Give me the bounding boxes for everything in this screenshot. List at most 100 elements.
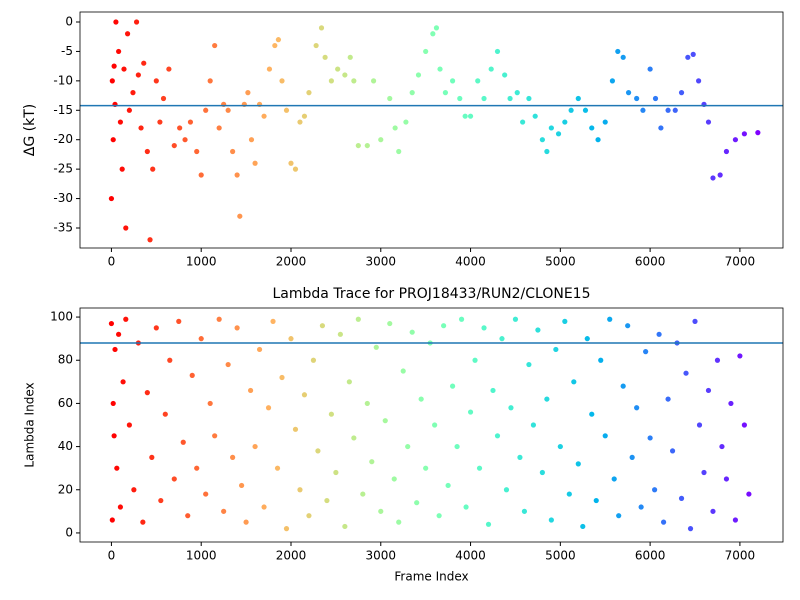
- point: [458, 316, 465, 322]
- point: [171, 476, 177, 482]
- point: [665, 107, 671, 113]
- point: [288, 336, 294, 342]
- point: [400, 368, 406, 374]
- point: [705, 119, 712, 125]
- x-tick-label: 2000: [276, 549, 307, 563]
- point: [490, 387, 496, 394]
- y-tick-label: 60: [58, 396, 73, 410]
- point: [121, 66, 127, 72]
- point: [672, 107, 678, 113]
- point: [112, 346, 118, 353]
- point: [194, 465, 200, 471]
- point: [185, 513, 191, 519]
- point: [387, 320, 393, 327]
- point: [580, 523, 586, 530]
- point: [108, 195, 115, 202]
- point: [405, 443, 411, 450]
- point: [252, 443, 258, 450]
- point: [723, 476, 730, 482]
- y-tick-label: 100: [50, 310, 73, 324]
- point: [392, 125, 398, 131]
- point: [216, 125, 222, 131]
- point: [225, 107, 231, 113]
- point: [306, 90, 312, 96]
- point: [272, 42, 278, 49]
- point: [126, 107, 132, 113]
- point: [373, 344, 379, 350]
- point: [124, 31, 131, 37]
- point: [108, 320, 115, 327]
- point: [221, 508, 227, 514]
- point: [346, 379, 352, 385]
- point: [575, 461, 581, 467]
- y-axis-label: ΔG (kT): [22, 104, 38, 156]
- point: [521, 508, 528, 514]
- point: [433, 25, 440, 31]
- point: [335, 66, 341, 72]
- point: [111, 63, 117, 69]
- point: [333, 469, 339, 476]
- point: [532, 113, 538, 119]
- point: [114, 465, 120, 471]
- point: [687, 526, 694, 532]
- point: [310, 357, 317, 363]
- point: [119, 166, 125, 172]
- point: [449, 383, 456, 389]
- axes-frame: [79, 11, 784, 249]
- x-tick-label: 3000: [365, 549, 396, 563]
- point: [237, 213, 243, 219]
- point: [539, 137, 545, 143]
- point: [117, 119, 124, 125]
- point: [732, 517, 739, 523]
- point: [266, 66, 273, 72]
- point: [360, 491, 366, 497]
- x-tick-label: 2000: [276, 255, 307, 269]
- point: [328, 78, 334, 84]
- point: [396, 519, 402, 525]
- point: [602, 119, 608, 125]
- point: [292, 166, 299, 172]
- point: [153, 325, 159, 331]
- point: [212, 433, 218, 439]
- point: [503, 487, 510, 493]
- point: [476, 465, 483, 471]
- point: [620, 54, 626, 60]
- y-tick-label: 40: [58, 439, 73, 453]
- point: [467, 409, 474, 415]
- point: [409, 90, 415, 96]
- point: [182, 137, 188, 143]
- point: [239, 482, 245, 489]
- point: [409, 329, 415, 335]
- point: [207, 78, 213, 84]
- point: [728, 400, 734, 407]
- point: [116, 331, 122, 337]
- point: [141, 60, 147, 66]
- point: [166, 66, 172, 72]
- point: [382, 418, 388, 424]
- point: [508, 405, 514, 411]
- point: [595, 137, 601, 143]
- point: [126, 422, 132, 428]
- x-tick-label: 1000: [186, 549, 217, 563]
- point: [110, 137, 116, 143]
- point: [423, 48, 429, 55]
- point: [544, 148, 550, 155]
- x-tick-label: 4000: [455, 549, 486, 563]
- point: [198, 336, 204, 342]
- point: [342, 523, 348, 530]
- point: [135, 72, 141, 78]
- point: [247, 387, 254, 394]
- point: [203, 491, 209, 497]
- x-tick-label: 5000: [545, 549, 576, 563]
- point: [283, 526, 290, 532]
- point: [347, 54, 353, 60]
- points: [108, 316, 752, 532]
- point: [741, 131, 747, 137]
- point: [485, 521, 492, 527]
- point: [158, 497, 164, 504]
- point: [494, 48, 501, 55]
- y-tick-label: 0: [65, 525, 73, 539]
- y-tick-label: 0: [65, 15, 73, 29]
- point: [723, 148, 730, 155]
- point: [364, 400, 370, 407]
